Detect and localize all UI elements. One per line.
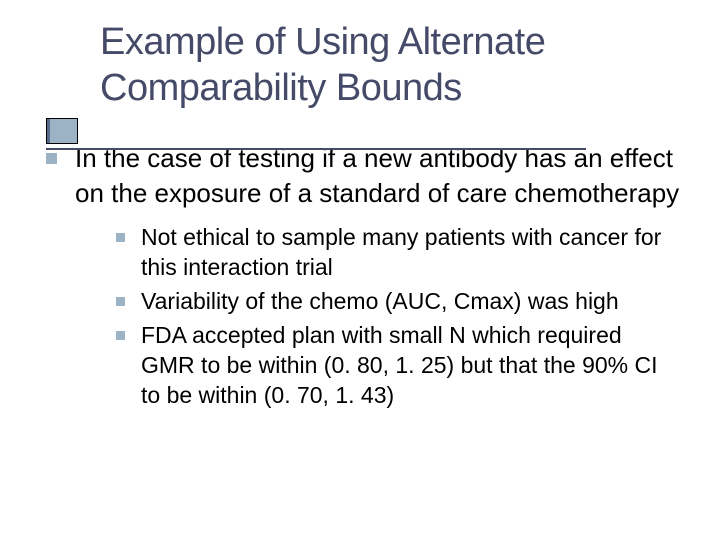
title-decor-square bbox=[46, 118, 78, 144]
slide-title: Example of Using Alternate Comparability… bbox=[0, 20, 720, 111]
bullet-level2: FDA accepted plan with small N which req… bbox=[116, 321, 680, 411]
bullet-text: In the case of testing if a new antibody… bbox=[75, 141, 680, 211]
title-area: Example of Using Alternate Comparability… bbox=[0, 0, 720, 111]
bullet-text: FDA accepted plan with small N which req… bbox=[141, 321, 680, 411]
sub-bullet-list: Not ethical to sample many patients with… bbox=[46, 223, 680, 410]
bullet-level2: Not ethical to sample many patients with… bbox=[116, 223, 680, 283]
bullet-level2: Variability of the chemo (AUC, Cmax) was… bbox=[116, 287, 680, 317]
bullet-level1: In the case of testing if a new antibody… bbox=[46, 141, 680, 211]
title-underline bbox=[46, 148, 586, 150]
bullet-text: Not ethical to sample many patients with… bbox=[141, 223, 680, 283]
bullet-marker-icon bbox=[116, 331, 125, 340]
bullet-marker-icon bbox=[46, 153, 57, 164]
bullet-marker-icon bbox=[116, 297, 125, 306]
slide: Example of Using Alternate Comparability… bbox=[0, 0, 720, 540]
content-area: In the case of testing if a new antibody… bbox=[0, 111, 720, 411]
bullet-marker-icon bbox=[116, 233, 125, 242]
bullet-text: Variability of the chemo (AUC, Cmax) was… bbox=[141, 287, 619, 317]
